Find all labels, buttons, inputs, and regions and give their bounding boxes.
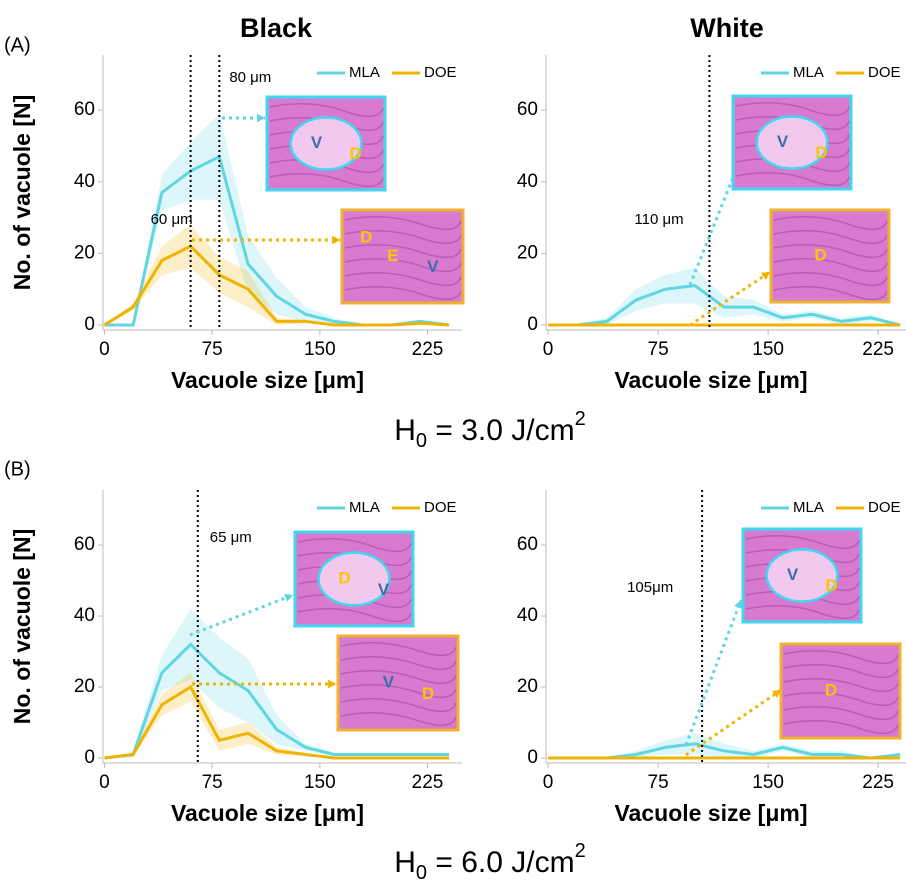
- symbol: H: [394, 414, 416, 447]
- symbol: H: [394, 846, 416, 879]
- x-tick-label: 0: [543, 772, 554, 793]
- x-tick-label: 0: [543, 339, 554, 360]
- y-tick-label: 60: [74, 99, 95, 120]
- x-axis-label: Vacuole size [μm]: [614, 367, 807, 393]
- annotation: 60 μm: [151, 211, 193, 228]
- y-tick-label: 60: [517, 534, 538, 555]
- x-tick-label: 225: [862, 772, 894, 793]
- y-tick-label: 60: [74, 534, 95, 555]
- subscript: 0: [416, 862, 427, 881]
- inset-label: E: [387, 246, 398, 265]
- arrow-head: [284, 594, 293, 602]
- page: {"header":{"columns":["Black","White"],"…: [0, 0, 906, 881]
- y-tick-label: 40: [517, 171, 538, 192]
- y-tick-label: 40: [74, 605, 95, 626]
- x-tick-label: 0: [99, 339, 110, 360]
- arrow: [190, 595, 293, 635]
- text: = 3.0 J/cm: [427, 414, 575, 447]
- x-tick-label: 75: [202, 772, 223, 793]
- inset-label: D: [349, 144, 361, 163]
- y-tick-label: 20: [74, 676, 95, 697]
- inset-label: V: [383, 672, 395, 691]
- annotation: 80 μm: [229, 69, 271, 86]
- chart: 0 20 40 60 0 75 150 225 Vacuole size [μm] 110 μm M…: [517, 55, 906, 393]
- annotation: 65 μm: [210, 529, 252, 546]
- inset-label: D: [814, 245, 826, 264]
- y-axis-label: No. of vacuole [N]: [9, 529, 35, 725]
- arrow-head: [257, 114, 265, 123]
- inset-label: D: [815, 143, 827, 162]
- y-tick-label: 0: [84, 747, 95, 768]
- inset-label: D: [422, 684, 434, 703]
- subscript: 0: [416, 430, 427, 452]
- arrow-head: [328, 680, 336, 689]
- x-tick-label: 75: [648, 339, 669, 360]
- x-tick-label: 75: [648, 772, 669, 793]
- x-axis-label: Vacuole size [μm]: [171, 367, 364, 393]
- inset-label: D: [338, 568, 350, 587]
- x-tick-label: 225: [862, 339, 894, 360]
- chart: 0 20 40 60 0 75 150 225 Vacuole size [μm] No. of …: [9, 55, 463, 393]
- chart: 0 20 40 60 0 75 150 225 Vacuole size [μm] No. of …: [9, 490, 462, 826]
- arrow-head: [332, 236, 340, 245]
- x-axis-label: Vacuole size [μm]: [614, 800, 807, 826]
- x-tick-label: 75: [202, 339, 223, 360]
- superscript: 2: [575, 408, 586, 430]
- text: = 6.0 J/cm: [427, 846, 575, 879]
- x-tick-label: 150: [304, 339, 336, 360]
- legend-label: DOE: [424, 499, 457, 516]
- y-tick-label: 0: [527, 747, 538, 768]
- inset-label: V: [777, 132, 789, 151]
- column-title: Black: [240, 13, 313, 43]
- x-tick-label: 150: [752, 772, 784, 793]
- legend-label: MLA: [349, 499, 380, 516]
- y-tick-label: 20: [74, 242, 95, 263]
- column-title: White: [690, 13, 764, 43]
- panel-label: (B): [4, 458, 31, 480]
- inset-label: D: [825, 576, 837, 595]
- y-tick-label: 40: [74, 171, 95, 192]
- inset-label: D: [825, 680, 837, 699]
- chart: 0 20 40 60 0 75 150 225 Vacuole size [μm] 105μm ML…: [517, 490, 906, 826]
- inset-label: V: [311, 133, 323, 152]
- y-tick-label: 20: [517, 676, 538, 697]
- y-tick-label: 0: [84, 314, 95, 335]
- annotation: 110 μm: [634, 211, 683, 228]
- y-tick-label: 40: [517, 605, 538, 626]
- inset-label: V: [378, 580, 390, 599]
- x-tick-label: 225: [412, 772, 444, 793]
- y-tick-label: 20: [517, 242, 538, 263]
- legend-label: MLA: [793, 64, 824, 81]
- x-tick-label: 0: [99, 772, 110, 793]
- inset-label: V: [427, 257, 439, 276]
- x-tick-label: 225: [412, 339, 444, 360]
- x-tick-label: 150: [752, 339, 784, 360]
- panel-label: (A): [4, 34, 31, 56]
- legend-label: MLA: [349, 64, 380, 81]
- legend-label: DOE: [868, 64, 901, 81]
- inset-label: D: [360, 227, 372, 246]
- legend-label: MLA: [793, 499, 824, 516]
- x-tick-label: 150: [304, 772, 336, 793]
- y-tick-label: 60: [517, 99, 538, 120]
- fluence-label: H0 = 6.0 J/cm2: [394, 840, 585, 881]
- fluence-label: H0 = 3.0 J/cm2: [394, 408, 585, 452]
- x-axis-label: Vacuole size [μm]: [171, 800, 364, 826]
- y-axis-label: No. of vacuole [N]: [9, 95, 35, 291]
- annotation: 105μm: [627, 579, 673, 596]
- inset-label: V: [787, 565, 799, 584]
- legend-label: DOE: [868, 499, 901, 516]
- y-tick-label: 0: [527, 314, 538, 335]
- legend-label: DOE: [424, 64, 457, 81]
- figure: Black White (A) (B) H0 = 3.0 J/cm2 H0 = …: [0, 0, 906, 881]
- superscript: 2: [575, 840, 586, 862]
